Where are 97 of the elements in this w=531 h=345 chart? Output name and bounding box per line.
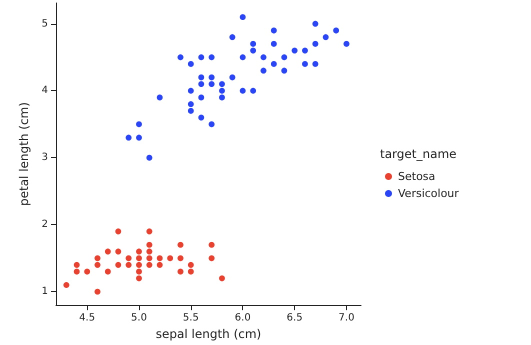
point bbox=[146, 228, 153, 235]
point bbox=[125, 254, 132, 262]
point bbox=[198, 54, 205, 61]
point bbox=[187, 60, 194, 68]
point bbox=[270, 26, 278, 34]
point bbox=[198, 94, 205, 101]
point bbox=[250, 47, 257, 54]
legend-title: target_name bbox=[380, 147, 457, 161]
point bbox=[176, 54, 184, 61]
point bbox=[332, 26, 340, 34]
point bbox=[342, 40, 350, 48]
point bbox=[228, 34, 236, 41]
point bbox=[146, 248, 153, 256]
point bbox=[187, 268, 194, 276]
x-tick-label: 5.5 bbox=[182, 312, 199, 324]
point bbox=[62, 281, 70, 289]
point bbox=[260, 67, 268, 74]
point bbox=[218, 274, 226, 282]
point bbox=[114, 261, 122, 268]
point bbox=[84, 268, 91, 276]
point bbox=[176, 268, 184, 276]
point bbox=[135, 261, 143, 268]
point bbox=[187, 261, 194, 268]
point bbox=[312, 60, 319, 68]
x-tick-label: 7.0 bbox=[338, 312, 354, 324]
x-tick-label: 4.5 bbox=[79, 312, 96, 324]
point bbox=[312, 40, 319, 48]
point bbox=[208, 74, 216, 81]
point bbox=[208, 254, 216, 262]
point bbox=[135, 134, 143, 142]
y-tick-label: 4 bbox=[42, 85, 48, 96]
point bbox=[166, 254, 174, 262]
point bbox=[260, 54, 268, 61]
x-tick-label: 6.5 bbox=[286, 312, 303, 324]
point bbox=[301, 47, 309, 54]
point bbox=[280, 67, 288, 74]
point bbox=[250, 87, 257, 94]
x-axis-title: sepal length (cm) bbox=[156, 327, 262, 341]
point bbox=[218, 94, 226, 101]
point bbox=[73, 268, 80, 276]
point bbox=[198, 80, 205, 88]
point bbox=[146, 261, 153, 268]
point bbox=[228, 74, 236, 81]
point bbox=[187, 107, 194, 114]
point bbox=[135, 268, 143, 276]
point bbox=[208, 54, 216, 61]
y-axis-title: petal length (cm) bbox=[17, 102, 31, 206]
legend-label: Versicolour bbox=[398, 187, 460, 200]
point bbox=[146, 154, 153, 162]
point bbox=[218, 80, 226, 88]
point bbox=[156, 94, 164, 101]
point bbox=[135, 274, 143, 282]
point bbox=[176, 241, 184, 248]
point bbox=[146, 241, 153, 248]
point bbox=[270, 60, 278, 68]
point bbox=[239, 54, 246, 61]
point bbox=[301, 60, 309, 68]
point bbox=[156, 254, 164, 262]
point bbox=[198, 114, 205, 122]
point bbox=[280, 54, 288, 61]
point bbox=[270, 40, 278, 48]
point bbox=[135, 254, 143, 262]
point bbox=[176, 254, 184, 262]
point bbox=[218, 87, 226, 94]
point bbox=[114, 248, 122, 256]
y-tick-label: 2 bbox=[42, 219, 48, 230]
point bbox=[208, 120, 216, 128]
point bbox=[73, 261, 80, 268]
point bbox=[104, 248, 112, 256]
point bbox=[198, 74, 205, 81]
x-tick-label: 5.0 bbox=[131, 312, 147, 324]
point bbox=[125, 134, 132, 142]
point bbox=[239, 87, 246, 94]
point bbox=[156, 261, 164, 268]
point bbox=[187, 100, 194, 108]
point bbox=[94, 288, 102, 296]
point bbox=[94, 261, 102, 268]
y-tick-label: 5 bbox=[42, 18, 48, 30]
point bbox=[146, 254, 153, 262]
point bbox=[94, 254, 102, 262]
legend-label: Setosa bbox=[398, 170, 436, 183]
point bbox=[114, 228, 122, 235]
point bbox=[322, 34, 330, 41]
point bbox=[187, 87, 194, 94]
point bbox=[135, 248, 143, 256]
point bbox=[125, 261, 132, 268]
y-tick-label: 3 bbox=[42, 152, 48, 164]
point bbox=[208, 241, 216, 248]
point bbox=[208, 80, 216, 88]
x-tick-label: 6.0 bbox=[234, 312, 251, 324]
point bbox=[135, 120, 143, 128]
point bbox=[291, 47, 298, 54]
point bbox=[250, 40, 257, 48]
y-tick-label: 1 bbox=[42, 286, 48, 298]
point bbox=[312, 20, 319, 28]
point bbox=[239, 14, 246, 21]
point bbox=[104, 268, 112, 276]
